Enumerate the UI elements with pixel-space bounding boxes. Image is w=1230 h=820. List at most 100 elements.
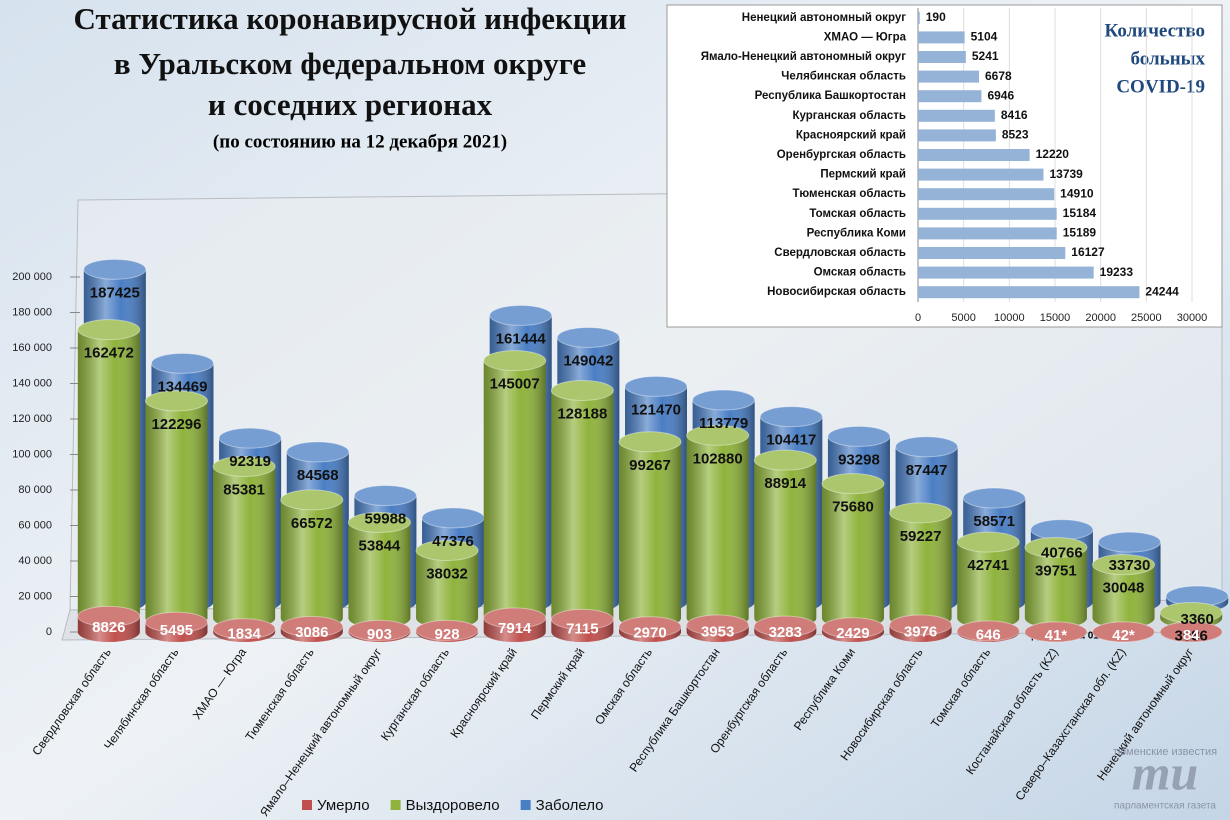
value-label: 102880 [693,450,743,467]
x-tick-label: 30000 [1177,312,1208,324]
value-label: 40766 [1041,545,1083,562]
cylinder-cap-highlight [1024,537,1087,558]
cylinder-cap [889,502,953,524]
cylinder-cap-highlight [145,390,208,411]
cylinder-cap [1092,554,1156,576]
value-label: 53844 [359,537,401,554]
cylinder-shading [145,400,208,628]
cylinder-shading [821,483,884,628]
cylinder-cap [280,616,344,638]
bar [918,188,1055,201]
cylinder-cap [1024,621,1088,643]
logo-top: тюменские известия [1113,746,1217,758]
value-label: 42741 [967,557,1009,574]
category-label: Ямало-Ненецкий автономный округ [701,51,906,63]
bar [918,129,996,142]
cylinder-cap-highlight [889,614,952,635]
cylinder-cap-highlight [213,456,276,477]
cylinder-cap-highlight [754,616,817,637]
y-tick-label: 200 000 [12,271,52,283]
cylinder-cap-highlight [1166,586,1229,607]
y-tick-label: 140 000 [12,377,52,389]
cylinder-shading [686,435,749,628]
cylinder-shading [348,522,411,628]
cylinder-shading [483,360,546,628]
cylinder-cap [550,608,614,630]
cylinder-cap-highlight [483,350,546,371]
logo: тюменские известия ти парламентская газе… [1113,744,1217,811]
value-label: 161444 [496,330,547,347]
x-tick-label: 0 [915,312,921,324]
value-label: 145007 [490,376,540,393]
value-label: 3976 [904,623,937,640]
value-label: 38032 [426,565,468,582]
bar [918,207,1057,220]
value-label: 58571 [973,513,1015,530]
value-label: 5241 [972,49,999,63]
bar [918,11,920,24]
value-label: 24244 [1145,284,1179,298]
value-label: 14910 [1060,186,1094,200]
x-tick-label: 20000 [1085,312,1116,324]
cylinder-cap-highlight [557,327,620,348]
legend-swatch [302,800,312,810]
legend-swatch [390,800,401,810]
value-label: 88914 [764,475,806,492]
cylinder-cap-highlight [286,441,349,462]
bar [918,227,1057,240]
cylinder-cap [956,531,1020,553]
x-tick-label: 5000 [951,312,975,324]
value-label: 47376 [432,533,474,550]
value-label: 75680 [832,499,874,516]
cylinder-cap [144,390,208,412]
cylinder-cap [753,449,817,471]
category-label: Челябинская область [781,71,906,83]
cylinder-cap-highlight [1160,602,1223,623]
y-tick-label: 80 000 [18,484,52,496]
y-tick-label: 100 000 [12,448,52,460]
y-tick-label: 0 [46,626,52,638]
bar [918,149,1030,161]
cylinder-cap-highlight [213,618,276,639]
value-label: 121470 [631,401,681,418]
cylinder-shading [1092,564,1155,628]
cylinder-cap [956,620,1020,642]
cylinder-cap-highlight [416,620,479,641]
value-label: 33730 [1109,557,1151,574]
cylinder-cap-highlight [686,425,749,446]
bar [918,70,979,83]
cylinder-cap [212,455,276,477]
value-label: 42* [1112,627,1135,644]
category-label: Свердловская область [774,247,906,259]
title-line: в Уральском федеральном округе [114,46,586,81]
value-label: 66572 [291,515,333,532]
category-label: Красноярский край [796,129,906,141]
value-label: 2970 [633,624,666,641]
cylinder-cap-highlight [416,540,479,561]
cylinder-cap [821,473,885,495]
value-label: 59988 [365,510,407,527]
cylinder-cap [1092,621,1156,643]
value-label: 84568 [297,467,339,484]
cylinder-cap [821,617,885,639]
cylinder-shading [619,441,681,628]
cylinder-cap-highlight [83,259,146,280]
cylinder-shading [889,512,952,628]
cylinder-cap-highlight [619,431,681,452]
cylinder-cap [353,485,417,507]
value-label: 6678 [985,69,1012,83]
value-label: 104417 [766,432,816,449]
value-label: 149042 [563,352,613,369]
cylinder-cap [618,431,682,453]
cylinder-cap-highlight [889,502,952,523]
bar [918,266,1094,279]
cylinder-cap-highlight [963,488,1026,509]
legend-swatch [520,800,531,810]
category-label: Пермский край [820,169,906,181]
title-line: Статистика коронавирусной инфекции [73,1,626,36]
value-label: 1834 [227,625,261,642]
cylinder-cap [483,607,547,629]
cylinder-cap [280,489,344,511]
cylinder-cap-highlight [77,319,140,340]
value-label: 3953 [701,623,734,640]
